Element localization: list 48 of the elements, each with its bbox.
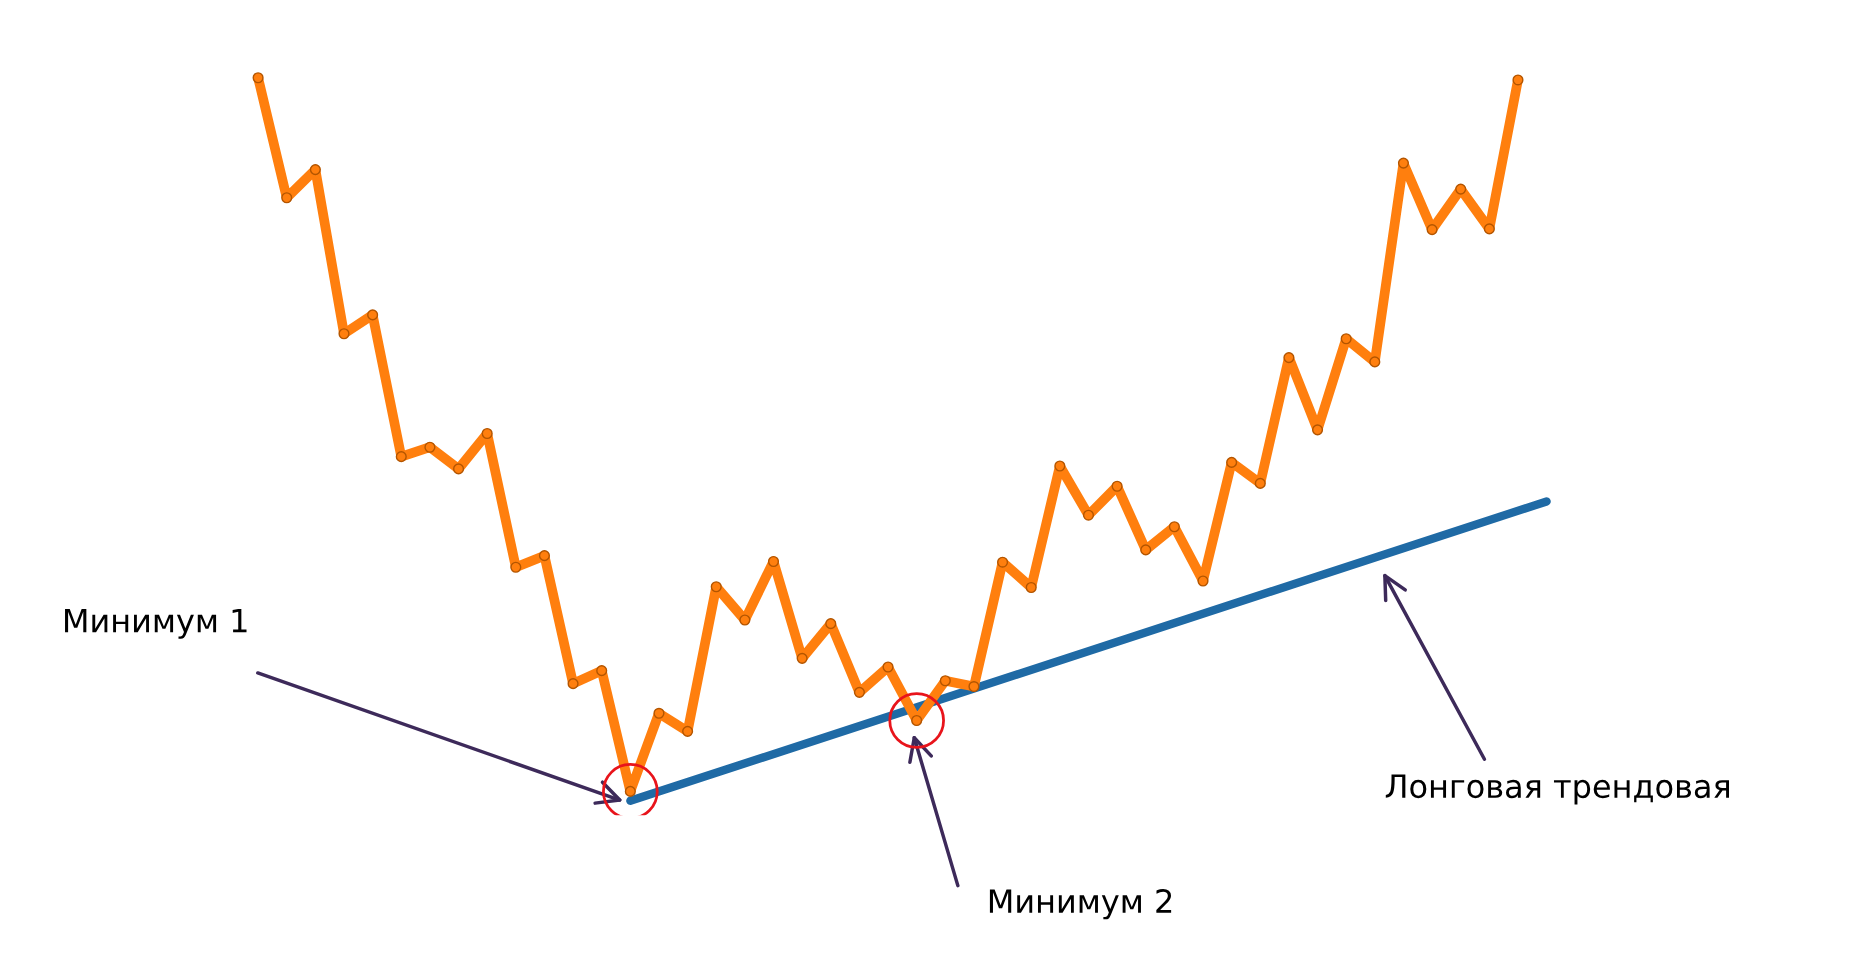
point (281, 192, 293, 204)
point (1512, 74, 1524, 86)
point (395, 451, 407, 463)
point (739, 614, 751, 626)
point (997, 556, 1009, 568)
point (538, 550, 550, 562)
text: Минимум 2 (989, 888, 1172, 920)
point (1111, 480, 1123, 492)
point (367, 309, 379, 321)
point (1426, 224, 1438, 236)
point (1082, 509, 1095, 521)
point (1168, 521, 1180, 533)
point (1397, 157, 1410, 169)
point (939, 675, 951, 687)
point (309, 164, 321, 176)
point (1254, 477, 1266, 489)
point (853, 686, 865, 698)
point (1369, 356, 1381, 368)
point (710, 581, 722, 593)
point (1455, 183, 1467, 195)
point (338, 328, 350, 340)
point (252, 72, 264, 84)
point (1054, 460, 1066, 472)
point (968, 680, 980, 693)
point (825, 618, 837, 630)
point (1340, 333, 1352, 345)
point (481, 427, 493, 440)
point (882, 661, 894, 673)
point (452, 463, 465, 475)
point (1025, 581, 1037, 594)
point (424, 441, 436, 453)
point (624, 785, 636, 797)
point (767, 555, 780, 568)
point (567, 678, 579, 690)
point (596, 665, 608, 677)
point (682, 725, 694, 737)
point (510, 561, 522, 573)
point (1197, 575, 1209, 587)
point (1311, 424, 1324, 436)
point (911, 714, 923, 727)
point (1283, 352, 1295, 364)
annotation: Лонговая трендовая (1385, 774, 1729, 805)
point (796, 652, 808, 664)
point (1140, 544, 1152, 556)
point (653, 707, 665, 719)
annotation: Минимум 1 (65, 608, 247, 639)
point (1226, 456, 1238, 468)
point (1483, 223, 1495, 235)
